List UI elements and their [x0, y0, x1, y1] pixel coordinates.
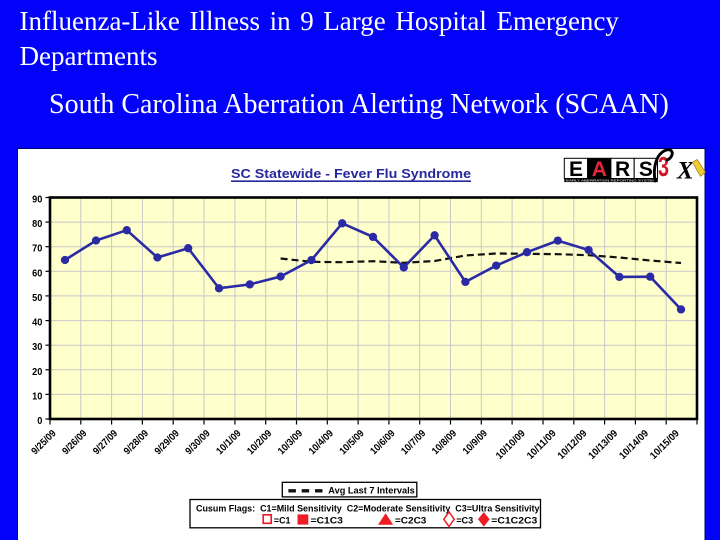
svg-text:3: 3 [658, 151, 669, 182]
svg-text:70: 70 [32, 244, 43, 255]
svg-text:20: 20 [32, 367, 43, 378]
svg-text:50: 50 [32, 293, 43, 304]
svg-text:Avg Last 7 Intervals: Avg Last 7 Intervals [328, 486, 415, 497]
svg-text:30: 30 [32, 342, 43, 353]
svg-text:90: 90 [32, 195, 43, 206]
svg-text:=C1: =C1 [274, 515, 291, 526]
svg-text:40: 40 [32, 318, 43, 329]
svg-text:Cusum Flags: C1=Mild Sensitiv: Cusum Flags: C1=Mild Sensitivity C2=Mode… [196, 503, 540, 514]
svg-text:R: R [615, 158, 630, 181]
svg-text:EARLY ABERRATION REPORTING SYS: EARLY ABERRATION REPORTING SYSTEM [566, 179, 657, 183]
svg-text:=C3: =C3 [456, 515, 473, 526]
svg-text:=C1C3: =C1C3 [311, 515, 343, 526]
svg-text:S: S [639, 158, 653, 181]
svg-text:SC Statewide - Fever Flu Syndr: SC Statewide - Fever Flu Syndrome [231, 166, 471, 181]
svg-text:10: 10 [32, 391, 43, 402]
svg-text:0: 0 [37, 416, 43, 427]
svg-text:60: 60 [32, 268, 43, 279]
svg-text:=C2C3: =C2C3 [395, 515, 427, 526]
svg-text:A: A [592, 158, 607, 181]
svg-text:X: X [676, 157, 695, 184]
svg-text:=C1C2C3: =C1C2C3 [491, 515, 537, 526]
svg-text:E: E [569, 158, 583, 181]
svg-text:80: 80 [32, 219, 43, 230]
